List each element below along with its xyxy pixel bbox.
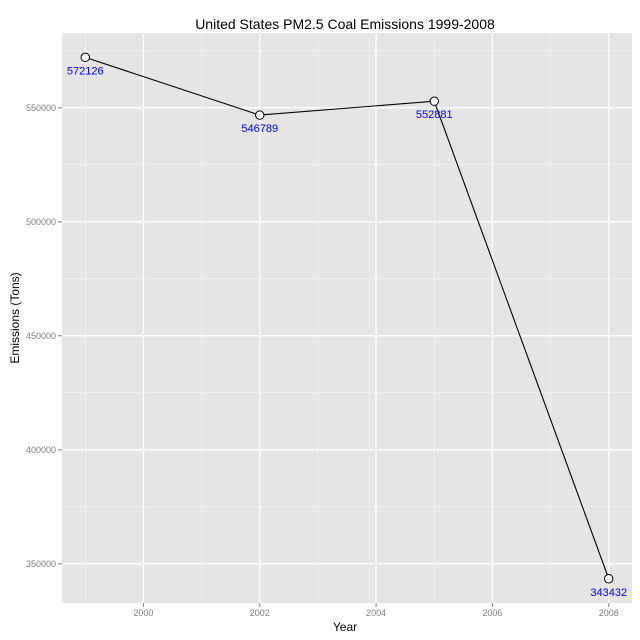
grid-lines [62, 33, 632, 603]
y-tick-label: 550000 [26, 103, 56, 113]
data-point [429, 96, 439, 106]
data-point [255, 110, 265, 120]
x-tick-label: 2008 [599, 608, 619, 618]
y-tick-label: 500000 [26, 217, 56, 227]
data-label: 343432 [590, 587, 627, 599]
axis-ticks: 2000 2002 2004 2006 2008 350000 400000 450000 50… [26, 103, 619, 618]
series-line [85, 56, 610, 579]
y-tick-label: 450000 [26, 331, 56, 341]
plot-panel [62, 33, 632, 603]
x-tick-label: 2006 [482, 608, 502, 618]
data-label: 572126 [67, 65, 104, 77]
chart-title: United States PM2.5 Coal Emissions 1999-… [195, 16, 495, 32]
series-emissions: 572126 546789 552881 343432 [67, 52, 627, 599]
data-label: 552881 [416, 109, 453, 121]
y-axis-label: Emissions (Tons) [8, 272, 22, 363]
x-axis-label: Year [333, 620, 357, 634]
x-tick-label: 2004 [366, 608, 386, 618]
data-point [604, 574, 614, 584]
data-label: 546789 [241, 123, 278, 135]
x-tick-label: 2002 [250, 608, 270, 618]
y-tick-label: 400000 [26, 445, 56, 455]
y-tick-label: 350000 [26, 559, 56, 569]
x-tick-label: 2000 [133, 608, 153, 618]
data-point [80, 52, 90, 63]
